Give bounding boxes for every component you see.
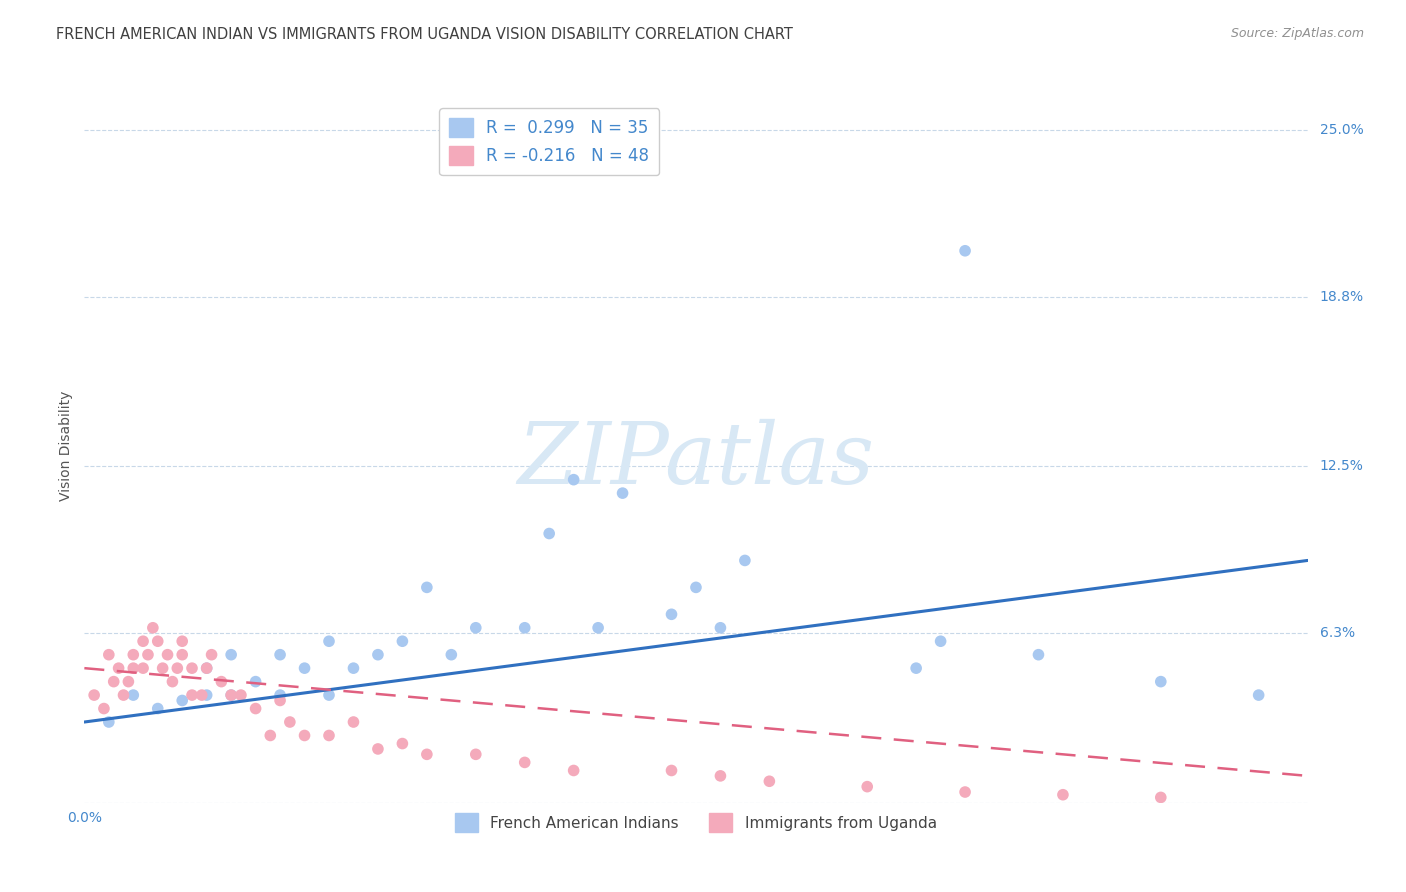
Point [142, 621, 165, 635]
Point [195, 688, 218, 702]
Point [269, 688, 291, 702]
Text: Source: ZipAtlas.com: Source: ZipAtlas.com [1230, 27, 1364, 40]
Point [93, 701, 115, 715]
Point [1150, 674, 1173, 689]
Point [146, 701, 169, 715]
Point [416, 580, 439, 594]
Point [195, 661, 218, 675]
Point [953, 785, 976, 799]
Point [734, 553, 756, 567]
Point [229, 688, 252, 702]
Point [709, 769, 731, 783]
Point [136, 648, 159, 662]
Point [172, 693, 194, 707]
Point [562, 473, 585, 487]
Point [367, 648, 389, 662]
Point [195, 661, 218, 675]
Point [538, 526, 561, 541]
Point [758, 774, 780, 789]
Point [416, 747, 439, 762]
Point [440, 648, 463, 662]
Point [97, 648, 120, 662]
Point [929, 634, 952, 648]
Point [269, 693, 291, 707]
Point [152, 661, 174, 675]
Point [1150, 790, 1173, 805]
Point [342, 661, 364, 675]
Text: FRENCH AMERICAN INDIAN VS IMMIGRANTS FROM UGANDA VISION DISABILITY CORRELATION C: FRENCH AMERICAN INDIAN VS IMMIGRANTS FRO… [56, 27, 793, 42]
Text: ZIPatlas: ZIPatlas [517, 419, 875, 501]
Point [181, 688, 204, 702]
Point [294, 661, 316, 675]
Point [685, 580, 707, 594]
Text: 25.0%: 25.0% [1320, 122, 1364, 136]
Point [318, 634, 340, 648]
Point [117, 674, 139, 689]
Point [1052, 788, 1074, 802]
Point [513, 621, 536, 635]
Point [146, 634, 169, 648]
Point [181, 661, 204, 675]
Point [586, 621, 609, 635]
Point [661, 764, 683, 778]
Point [513, 756, 536, 770]
Point [122, 648, 145, 662]
Point [953, 244, 976, 258]
Point [97, 714, 120, 729]
Point [132, 661, 155, 675]
Point [172, 634, 194, 648]
Point [219, 648, 242, 662]
Point [219, 688, 242, 702]
Point [191, 688, 214, 702]
Point [318, 729, 340, 743]
Point [156, 648, 179, 662]
Point [107, 661, 129, 675]
Point [562, 764, 585, 778]
Point [391, 634, 413, 648]
Point [122, 661, 145, 675]
Point [172, 648, 194, 662]
Text: 12.5%: 12.5% [1320, 459, 1364, 473]
Point [1028, 648, 1050, 662]
Point [612, 486, 634, 500]
Point [856, 780, 879, 794]
Point [219, 688, 242, 702]
Y-axis label: Vision Disability: Vision Disability [59, 391, 73, 501]
Point [278, 714, 301, 729]
Point [83, 688, 105, 702]
Point [112, 688, 135, 702]
Point [162, 674, 184, 689]
Legend: French American Indians, Immigrants from Uganda: French American Indians, Immigrants from… [449, 807, 943, 838]
Text: 6.3%: 6.3% [1320, 626, 1355, 640]
Text: 18.8%: 18.8% [1320, 290, 1364, 303]
Point [103, 674, 125, 689]
Point [132, 634, 155, 648]
Point [294, 729, 316, 743]
Point [905, 661, 928, 675]
Point [464, 621, 486, 635]
Point [1247, 688, 1270, 702]
Point [259, 729, 281, 743]
Text: 0.0%: 0.0% [67, 812, 101, 825]
Point [245, 701, 267, 715]
Point [367, 742, 389, 756]
Point [709, 621, 731, 635]
Point [342, 714, 364, 729]
Point [122, 688, 145, 702]
Point [391, 737, 413, 751]
Point [200, 648, 222, 662]
Point [464, 747, 486, 762]
Point [318, 688, 340, 702]
Point [269, 648, 291, 662]
Point [209, 674, 232, 689]
Point [245, 674, 267, 689]
Point [661, 607, 683, 622]
Point [166, 661, 188, 675]
